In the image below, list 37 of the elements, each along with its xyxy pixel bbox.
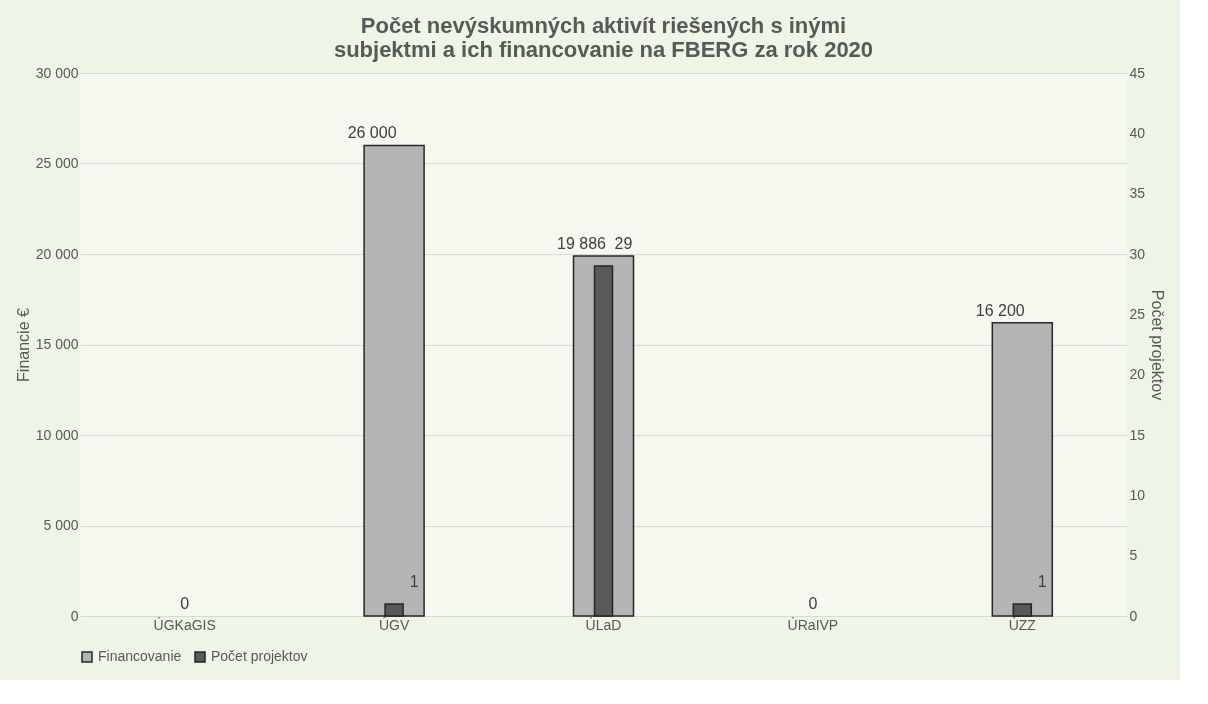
data-label: 0 <box>808 595 818 612</box>
data-label: 1 <box>1037 572 1047 590</box>
x-tick-label: ÚRaIVP <box>787 616 839 633</box>
y2-tick-label: 30 <box>1129 245 1146 262</box>
y-tick-label: 25 000 <box>35 155 79 171</box>
x-tick-label: ÚLaD <box>585 616 622 633</box>
y2-tick-label: 25 <box>1129 305 1146 322</box>
bar <box>363 144 425 617</box>
y2-tick-label: 10 <box>1129 486 1146 503</box>
data-label: 16 200 <box>975 301 1025 319</box>
y-tick-label: 0 <box>70 607 79 624</box>
y-tick-label: 5 000 <box>43 517 79 533</box>
legend-label: Počet projektov <box>211 648 308 664</box>
y2-tick-label: 15 <box>1129 426 1146 443</box>
data-label: 0 <box>180 595 190 612</box>
bar <box>991 322 1054 617</box>
data-label: 19 886 <box>557 235 607 253</box>
y2-tick-label: 35 <box>1129 185 1146 202</box>
y2-tick-label: 5 <box>1129 547 1138 564</box>
y2-axis-title: Počet projektov <box>1149 289 1167 401</box>
data-label: 1 <box>409 572 419 590</box>
chart-title: Počet nevýskumných aktivít riešených s inými subjektmi a ich financovanie na FBERG za rok 2020 <box>333 13 874 62</box>
y-tick-label: 20 000 <box>35 245 79 262</box>
y2-tick-label: 45 <box>1129 64 1146 81</box>
y-tick-label: 30 000 <box>35 64 79 81</box>
x-tick-label: ÚZZ <box>1008 616 1037 633</box>
y2-tick-label: 0 <box>1129 607 1138 624</box>
y-axis-title: Financie € <box>14 307 32 382</box>
y-tick-label: 15 000 <box>35 336 79 352</box>
data-label: 26 000 <box>347 124 397 142</box>
data-label: 29 <box>614 235 633 253</box>
y2-tick-label: 20 <box>1129 366 1146 383</box>
x-tick-label: ÚGKaGIS <box>153 616 216 633</box>
y2-tick-label: 40 <box>1129 124 1146 141</box>
y-tick-label: 10 000 <box>35 426 79 443</box>
x-tick-label: ÚGV <box>378 616 410 633</box>
legend-label: Financovanie <box>98 648 182 664</box>
